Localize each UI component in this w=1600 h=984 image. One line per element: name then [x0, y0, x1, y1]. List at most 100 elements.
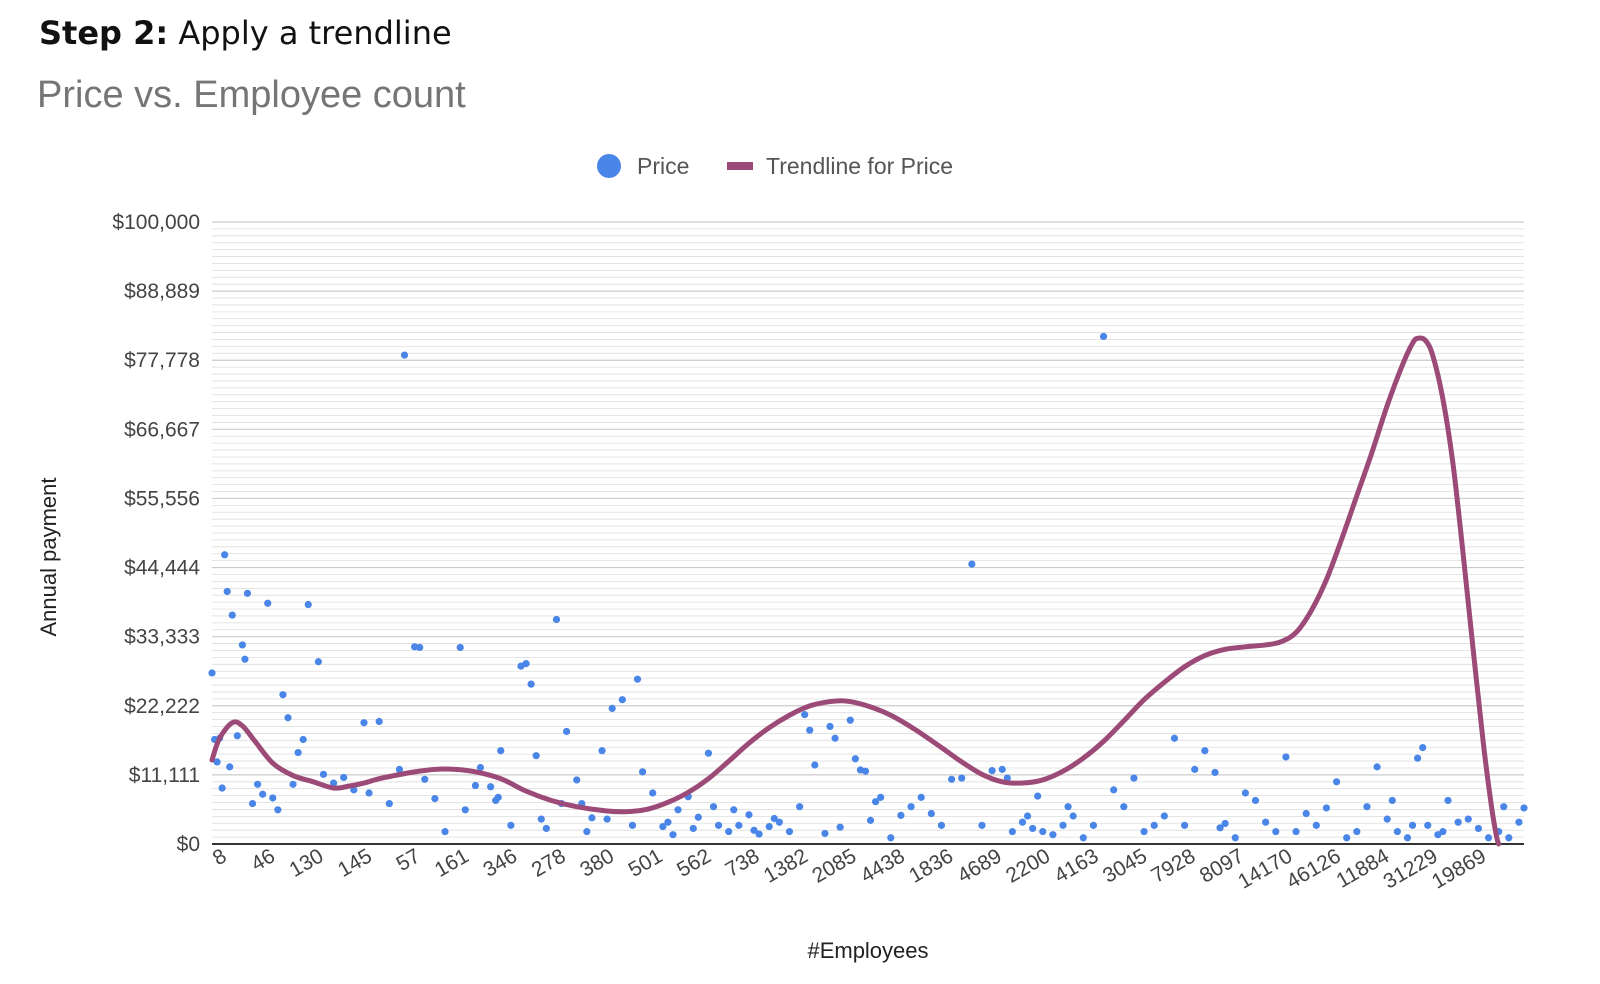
price-point: [494, 793, 502, 801]
x-tick-label: 14170: [1234, 844, 1296, 893]
price-point: [1018, 818, 1027, 826]
price-point: [299, 735, 307, 744]
price-point: [628, 821, 637, 829]
price-point: [226, 763, 234, 771]
price-point: [745, 811, 753, 819]
price-point: [704, 749, 713, 757]
price-point: [456, 643, 464, 652]
price-point: [395, 765, 404, 773]
price-point: [269, 794, 277, 802]
price-point: [811, 761, 819, 769]
x-tick-label: 57: [393, 844, 425, 876]
price-point: [877, 793, 885, 801]
price-point: [603, 815, 611, 823]
price-point: [937, 821, 946, 829]
price-point: [765, 822, 773, 831]
price-point: [522, 660, 530, 668]
price-point: [1439, 827, 1447, 836]
price-point: [573, 776, 581, 784]
price-point: [375, 717, 383, 726]
x-tick-label: 380: [576, 844, 618, 881]
price-point: [1064, 803, 1072, 811]
price-point: [471, 781, 480, 790]
price-point: [487, 783, 495, 791]
price-point: [1419, 743, 1427, 752]
price-point: [1099, 332, 1108, 341]
price-point: [1089, 821, 1098, 829]
price-point: [958, 774, 966, 782]
y-tick-label: $33,333: [124, 626, 200, 649]
legend-trendline-label: Trendline for Price: [766, 153, 953, 179]
price-point: [998, 765, 1006, 773]
price-point: [1211, 768, 1219, 777]
x-tick-label: 31229: [1380, 844, 1442, 893]
price-point: [1383, 815, 1391, 823]
price-point: [1120, 803, 1128, 811]
price-point: [431, 794, 439, 803]
price-point: [1343, 834, 1351, 842]
price-point: [1363, 803, 1371, 811]
price-point: [785, 827, 794, 836]
price-points: [208, 332, 1528, 842]
price-point: [289, 780, 297, 788]
price-point: [1272, 827, 1280, 836]
price-point: [755, 830, 763, 838]
price-point: [1231, 834, 1239, 842]
price-point: [340, 773, 348, 782]
price-point: [1292, 827, 1300, 836]
price-point: [1241, 789, 1249, 797]
price-point: [360, 719, 368, 727]
price-point: [714, 821, 723, 829]
price-point: [618, 696, 626, 704]
price-point: [988, 767, 996, 775]
price-point: [1181, 821, 1189, 829]
step-label: Step 2:: [39, 14, 169, 52]
price-point: [1302, 809, 1310, 818]
price-point: [775, 818, 783, 826]
price-point: [1130, 774, 1138, 782]
y-tick-label: $0: [177, 833, 200, 856]
price-point: [633, 675, 642, 683]
price-point: [1170, 734, 1179, 742]
price-point: [638, 768, 647, 776]
y-tick-label: $88,889: [124, 280, 200, 303]
x-tick-label: 562: [673, 844, 715, 881]
price-point: [1520, 804, 1528, 812]
price-point: [1191, 765, 1199, 773]
price-point: [1150, 821, 1158, 829]
x-tick-label: 1382: [760, 844, 812, 887]
price-point: [871, 798, 880, 806]
x-tick-label: 145: [334, 844, 376, 881]
x-tick-label: 4163: [1051, 844, 1103, 887]
price-point: [248, 799, 257, 808]
price-point: [1110, 786, 1118, 794]
price-point: [1079, 834, 1087, 842]
price-point: [1454, 818, 1462, 826]
price-point: [400, 351, 409, 359]
price-point: [532, 752, 540, 760]
price-point: [730, 806, 738, 814]
x-axis: 8 46 130 145 57 161 346 278 380 501 562 73813822085…: [209, 844, 1490, 893]
price-point: [1251, 796, 1260, 805]
price-point: [831, 734, 839, 742]
price-point: [821, 829, 829, 838]
price-point: [1322, 804, 1331, 812]
x-tick-label: 161: [431, 844, 473, 881]
price-point: [709, 803, 718, 811]
price-point: [1201, 747, 1209, 755]
price-point: [917, 793, 925, 801]
x-tick-label: 4438: [857, 844, 909, 887]
price-point: [796, 803, 804, 811]
price-point: [608, 704, 616, 713]
price-point: [1373, 763, 1381, 771]
price-point: [314, 658, 322, 666]
x-tick-label: 278: [528, 844, 570, 881]
x-tick-label: 19869: [1428, 844, 1490, 893]
price-point: [537, 815, 545, 823]
price-point: [598, 747, 606, 755]
price-point: [241, 655, 249, 663]
price-point: [329, 779, 338, 787]
price-point: [1484, 834, 1493, 842]
legend-trendline-marker: [727, 162, 753, 170]
step-text: Apply a trendline: [168, 14, 452, 52]
